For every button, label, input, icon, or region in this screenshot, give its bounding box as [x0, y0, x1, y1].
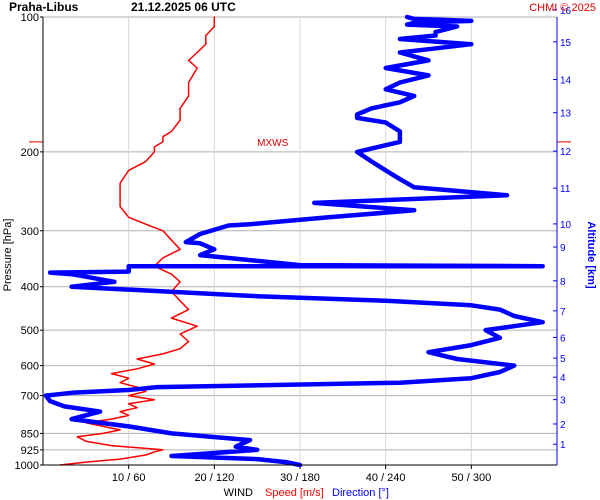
x-axis-direction-label: Direction [°] — [332, 487, 389, 499]
series-lines — [43, 14, 545, 468]
mxws-marker: MXWS — [29, 138, 571, 149]
altitude-tick-label: 5 — [560, 354, 566, 365]
x-axis-label: WIND — [224, 487, 253, 499]
altitude-tick-label: 4 — [560, 373, 566, 384]
wind-tick-label: 30 / 180 — [280, 472, 320, 484]
wind-tick-label: 10 / 60 — [112, 472, 146, 484]
mxws-label: MXWS — [257, 138, 288, 149]
pressure-tick-label: 100 — [21, 12, 39, 24]
wind-tick-label: 40 / 240 — [366, 472, 406, 484]
y-axis-label: Pressure [hPa] — [2, 219, 14, 292]
altitude-tick-label: 12 — [560, 147, 572, 158]
x-axis-speed-label: Speed [m/s] — [265, 487, 324, 499]
chart-title: Praha-Libus — [9, 0, 79, 14]
altitude-tick-label: 8 — [560, 277, 566, 288]
wind-speed-line — [59, 16, 216, 466]
pressure-tick-labels: 100 200 300 400 500 600 700 850 925 1000 — [15, 12, 43, 472]
right-axis-label: Altitude [km] — [585, 221, 597, 289]
altitude-tick-label: 16 — [560, 6, 572, 17]
altitude-tick-label: 11 — [560, 184, 571, 195]
pressure-tick-label: 1000 — [15, 460, 39, 472]
pressure-tick-label: 850 — [21, 428, 39, 440]
altitude-tick-label: 6 — [560, 333, 566, 344]
altitude-tick-label: 15 — [560, 38, 572, 49]
altitude-tick-label: 1 — [560, 440, 566, 451]
altitude-tick-label: 14 — [560, 76, 572, 87]
pressure-tick-label: 925 — [21, 445, 39, 457]
pressure-tick-label: 400 — [21, 282, 39, 294]
altitude-tick-label: 13 — [560, 109, 572, 120]
credit-label: CHMI © 2025 — [529, 2, 596, 14]
wind-tick-label: 20 / 120 — [194, 472, 234, 484]
pressure-tick-label: 700 — [21, 391, 39, 403]
wind-tick-labels: 10 / 60 20 / 120 30 / 180 40 / 240 50 / 300 — [112, 465, 491, 484]
pressure-tick-label: 200 — [21, 147, 39, 159]
wind-tick-label: 50 / 300 — [451, 472, 491, 484]
wind-direction-line — [43, 14, 545, 468]
pressure-tick-label: 300 — [21, 226, 39, 238]
pressure-tick-label: 500 — [21, 325, 39, 337]
pressure-tick-label: 600 — [21, 361, 39, 373]
altitude-tick-label: 10 — [560, 220, 572, 231]
altitude-tick-label: 9 — [560, 243, 566, 254]
altitude-tick-label: 7 — [560, 307, 566, 318]
chart-subtitle: 21.12.2025 06 UTC — [131, 0, 236, 14]
altitude-tick-label: 2 — [560, 420, 566, 431]
altitude-tick-label: 3 — [560, 396, 566, 407]
